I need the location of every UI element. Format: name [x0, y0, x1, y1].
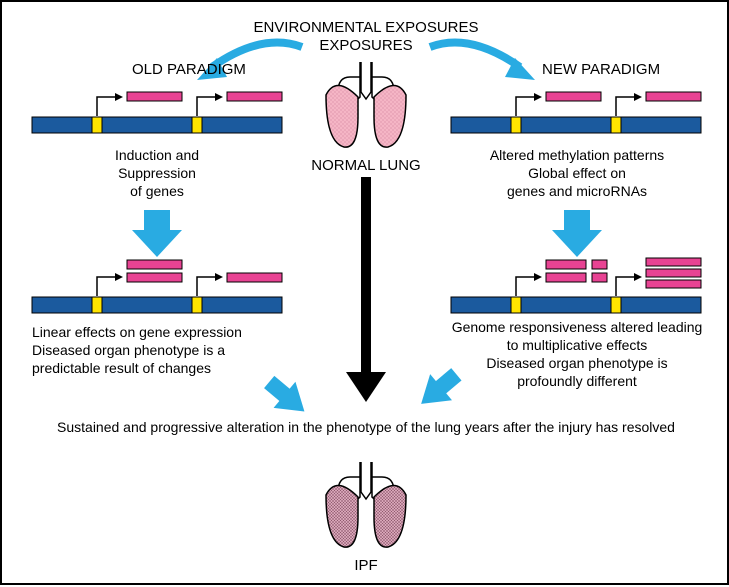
title: ENVIRONMENTAL EXPOSURES	[253, 19, 478, 36]
diagram-svg: ENVIRONMENTAL EXPOSURES EXPOSURES NORMAL…	[2, 2, 729, 587]
old-text1-l1: Induction and	[115, 147, 199, 163]
old-text1-l3: of genes	[130, 183, 184, 199]
new-text2-l4: profoundly different	[517, 373, 637, 389]
normal-lung-icon	[326, 62, 406, 147]
new-dna-1	[451, 92, 701, 133]
new-text2-l3: Diseased organ phenotype is	[486, 355, 667, 371]
normal-lung-label: NORMAL LUNG	[311, 157, 420, 174]
new-arrow-down	[552, 210, 602, 257]
old-diag-arrow	[258, 369, 315, 425]
new-text2-l1: Genome responsiveness altered leading	[452, 319, 703, 335]
new-paradigm-label: NEW PARADIGM	[542, 61, 660, 78]
diagram-frame: ENVIRONMENTAL EXPOSURES EXPOSURES NORMAL…	[0, 0, 729, 585]
new-text1-l3: genes and microRNAs	[507, 183, 647, 199]
ipf-label: IPF	[354, 557, 377, 574]
top-right-arrow	[430, 43, 535, 81]
ipf-lung-icon	[326, 462, 406, 547]
old-arrow-down	[132, 210, 182, 257]
new-text1-l1: Altered methylation patterns	[490, 147, 664, 163]
old-paradigm-label: OLD PARADIGM	[132, 61, 246, 78]
new-text2-l2: to multiplicative effects	[507, 337, 648, 353]
new-diag-arrow	[410, 361, 467, 417]
old-text2-l2: Diseased organ phenotype is a	[32, 342, 225, 358]
old-dna-2	[32, 260, 282, 313]
bottom-text: Sustained and progressive alteration in …	[57, 419, 675, 435]
new-dna-2	[451, 258, 701, 313]
center-black-arrow	[346, 177, 386, 402]
old-dna-1	[32, 92, 282, 133]
old-text2-l1: Linear effects on gene expression	[32, 324, 242, 340]
old-text1-l2: Suppression	[118, 165, 196, 181]
new-text1-l2: Global effect on	[528, 165, 626, 181]
title-l2: EXPOSURES	[319, 37, 412, 54]
old-text2-l3: predictable result of changes	[32, 360, 211, 376]
